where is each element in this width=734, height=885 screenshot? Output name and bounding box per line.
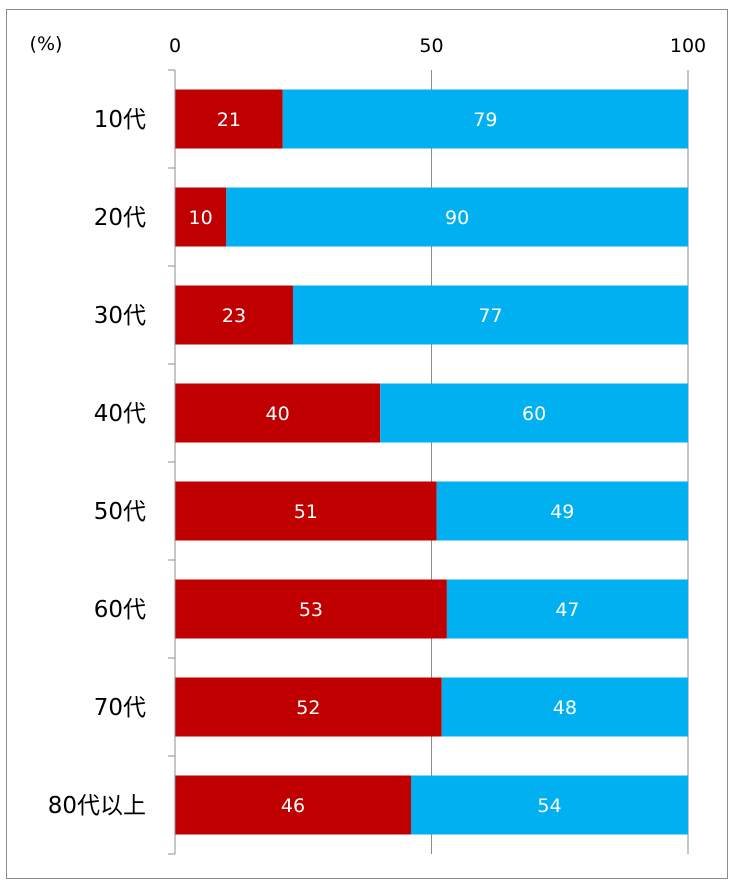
x-tick-label: 100: [670, 35, 706, 57]
bar-segment: [410, 775, 688, 835]
bar-segment: [175, 89, 283, 149]
bar-segment: [175, 383, 381, 443]
category-label: 20代: [94, 205, 146, 231]
category-label: 60代: [94, 597, 146, 623]
data-label: 54: [537, 795, 561, 817]
bar-segment: [175, 285, 293, 345]
bar-segment: [175, 775, 411, 835]
bar-segment: [226, 187, 689, 247]
data-label: 60: [522, 403, 546, 425]
data-label: 10: [189, 207, 213, 229]
bar-segment: [282, 89, 688, 149]
data-label: 77: [478, 305, 502, 327]
bar-segment: [446, 579, 688, 639]
category-label: 30代: [94, 303, 146, 329]
data-label: 53: [299, 599, 323, 621]
category-label: 80代以上: [48, 793, 146, 819]
unit-label: (%): [30, 33, 63, 55]
data-label: 51: [294, 501, 318, 523]
data-label: 23: [222, 305, 246, 327]
bar-segment: [175, 481, 437, 541]
bar-segment: [441, 677, 688, 737]
axis-layer: (%) 0 50 100 10代 20代 30代 40代 50代 60代 70代 80代以上: [30, 33, 706, 855]
bar-segment: [175, 579, 447, 639]
bar-segment: [380, 383, 688, 443]
data-label: 47: [555, 599, 579, 621]
data-label: 48: [553, 697, 577, 719]
bar-segment: [175, 677, 442, 737]
x-tick-label: 0: [169, 35, 181, 57]
category-label: 70代: [94, 695, 146, 721]
x-tick-label: 50: [419, 35, 443, 57]
bar-layer: 21 79 10 90 23 77 40 60 51 49 53 47 52 48 46 54: [175, 89, 689, 835]
bar-segment: [175, 187, 227, 247]
data-label: 90: [445, 207, 469, 229]
data-label: 49: [550, 501, 574, 523]
data-label: 21: [217, 109, 241, 131]
data-label: 40: [266, 403, 290, 425]
category-label: 40代: [94, 401, 146, 427]
bar-segment: [292, 285, 688, 345]
data-label: 46: [281, 795, 305, 817]
category-label: 10代: [94, 107, 146, 133]
data-label: 79: [473, 109, 497, 131]
category-label: 50代: [94, 499, 146, 525]
data-label: 52: [296, 697, 320, 719]
bar-segment: [436, 481, 688, 541]
